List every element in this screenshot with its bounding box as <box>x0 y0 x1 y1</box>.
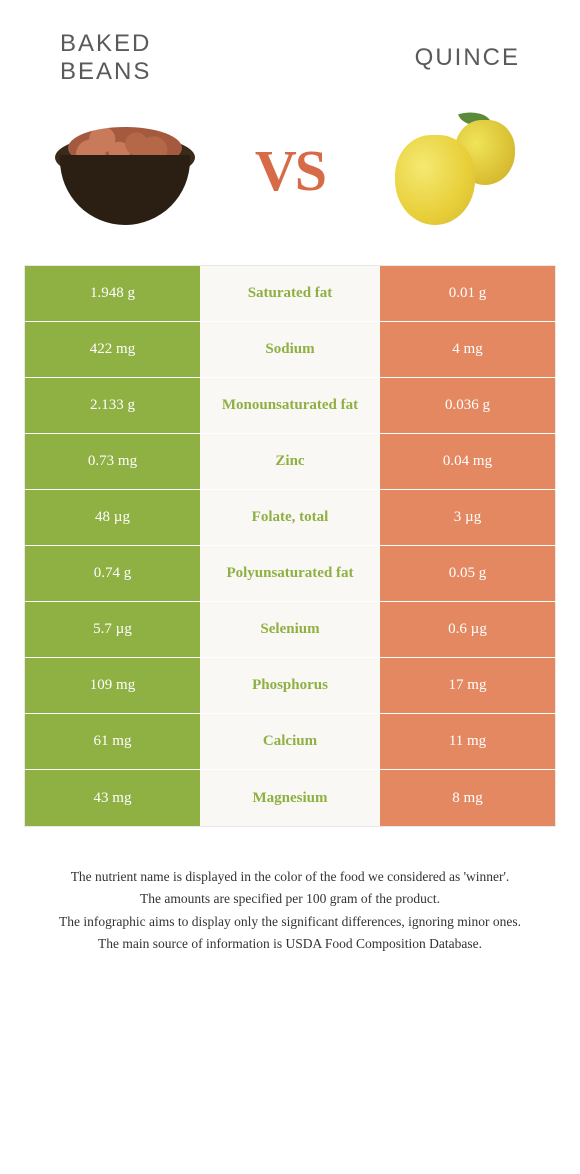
nutrient-table: 1.948 gSaturated fat0.01 g422 mgSodium4 … <box>24 265 556 827</box>
right-value: 8 mg <box>380 770 555 826</box>
infographic-container: BAKEDBEANS QUINCE VS 1.948 gSaturated fa… <box>0 0 580 1174</box>
right-value: 17 mg <box>380 658 555 713</box>
baked-beans-icon <box>50 115 200 225</box>
right-value: 0.6 µg <box>380 602 555 657</box>
left-value: 43 mg <box>25 770 200 826</box>
nutrient-label: Zinc <box>200 434 380 489</box>
footer-line: The nutrient name is displayed in the co… <box>40 867 540 887</box>
nutrient-label: Monounsaturated fat <box>200 378 380 433</box>
right-food-image <box>370 105 540 235</box>
left-value: 422 mg <box>25 322 200 377</box>
nutrient-label: Folate, total <box>200 490 380 545</box>
right-value: 3 µg <box>380 490 555 545</box>
table-row: 109 mgPhosphorus17 mg <box>25 658 555 714</box>
table-row: 48 µgFolate, total3 µg <box>25 490 555 546</box>
nutrient-label: Phosphorus <box>200 658 380 713</box>
nutrient-label: Sodium <box>200 322 380 377</box>
left-food-image <box>40 105 210 235</box>
images-row: VS <box>0 95 580 265</box>
right-value: 0.05 g <box>380 546 555 601</box>
left-value: 109 mg <box>25 658 200 713</box>
nutrient-label: Polyunsaturated fat <box>200 546 380 601</box>
footer-notes: The nutrient name is displayed in the co… <box>0 827 580 976</box>
table-row: 5.7 µgSelenium0.6 µg <box>25 602 555 658</box>
table-row: 2.133 gMonounsaturated fat0.036 g <box>25 378 555 434</box>
left-value: 5.7 µg <box>25 602 200 657</box>
left-value: 48 µg <box>25 490 200 545</box>
table-row: 0.73 mgZinc0.04 mg <box>25 434 555 490</box>
left-food-title: BAKEDBEANS <box>60 30 151 85</box>
right-food-title: QUINCE <box>415 44 520 72</box>
right-value: 11 mg <box>380 714 555 769</box>
quince-icon <box>385 110 525 230</box>
right-value: 0.01 g <box>380 266 555 321</box>
left-value: 0.73 mg <box>25 434 200 489</box>
left-value: 61 mg <box>25 714 200 769</box>
nutrient-label: Saturated fat <box>200 266 380 321</box>
nutrient-label: Calcium <box>200 714 380 769</box>
table-row: 43 mgMagnesium8 mg <box>25 770 555 826</box>
table-row: 1.948 gSaturated fat0.01 g <box>25 266 555 322</box>
table-row: 0.74 gPolyunsaturated fat0.05 g <box>25 546 555 602</box>
right-value: 4 mg <box>380 322 555 377</box>
footer-line: The amounts are specified per 100 gram o… <box>40 889 540 909</box>
footer-line: The infographic aims to display only the… <box>40 912 540 932</box>
left-value: 0.74 g <box>25 546 200 601</box>
header-row: BAKEDBEANS QUINCE <box>0 0 580 95</box>
nutrient-label: Selenium <box>200 602 380 657</box>
left-value: 2.133 g <box>25 378 200 433</box>
left-value: 1.948 g <box>25 266 200 321</box>
right-value: 0.036 g <box>380 378 555 433</box>
table-row: 61 mgCalcium11 mg <box>25 714 555 770</box>
table-row: 422 mgSodium4 mg <box>25 322 555 378</box>
right-value: 0.04 mg <box>380 434 555 489</box>
footer-line: The main source of information is USDA F… <box>40 934 540 954</box>
nutrient-label: Magnesium <box>200 770 380 826</box>
vs-label: VS <box>255 137 325 204</box>
